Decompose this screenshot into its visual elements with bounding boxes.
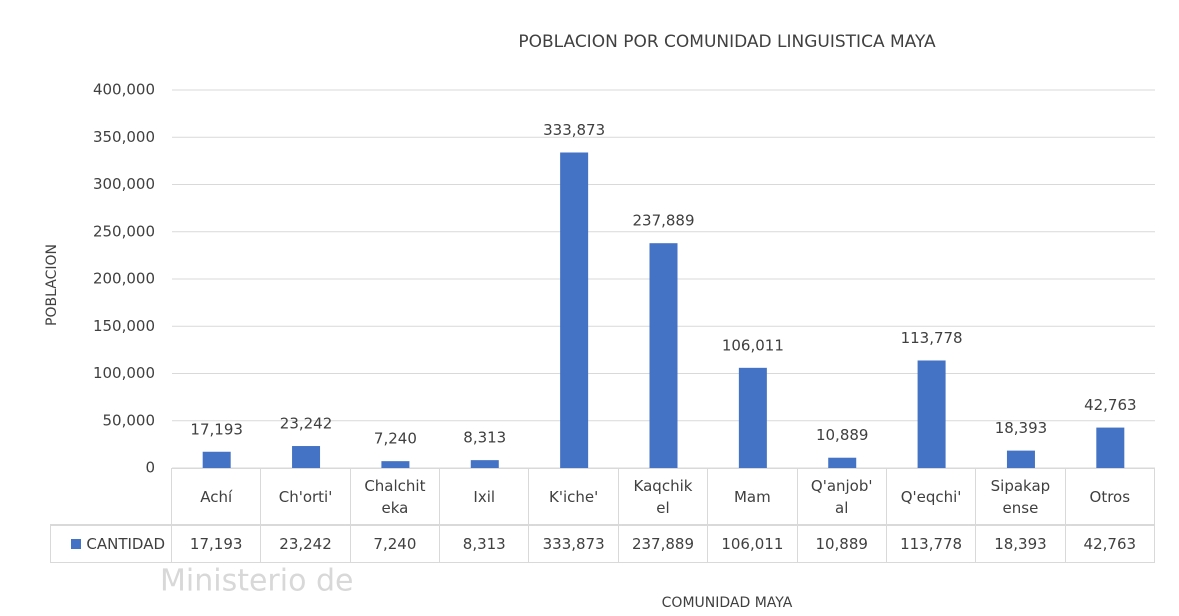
y-axis-label: POBLACION xyxy=(44,244,60,326)
y-tick-label: 300,000 xyxy=(93,175,155,193)
category-cell: Ixil xyxy=(440,468,530,525)
data-label: 106,011 xyxy=(722,336,784,354)
y-tick-label: 150,000 xyxy=(93,317,155,335)
table-value: 237,889 xyxy=(618,525,709,563)
data-label: 10,889 xyxy=(816,426,869,444)
bar xyxy=(381,461,410,468)
table-value-text: 18,393 xyxy=(994,535,1047,553)
bar xyxy=(828,457,857,468)
category-cell: Sipakapense xyxy=(976,468,1066,525)
data-label: 42,763 xyxy=(1084,396,1137,414)
bar xyxy=(202,451,231,468)
y-tick-label: 200,000 xyxy=(93,270,155,288)
category-cell: Q'eqchi' xyxy=(886,468,977,525)
category-cell: Chalchiteka xyxy=(350,468,441,525)
table-value: 23,242 xyxy=(261,525,351,563)
bar xyxy=(470,460,499,468)
table-value-text: 113,778 xyxy=(900,535,963,553)
y-tick-label: 250,000 xyxy=(93,222,155,240)
chart-title: POBLACION POR COMUNIDAD LINGUISTICA MAYA xyxy=(518,32,936,52)
table-value: 10,889 xyxy=(797,525,887,563)
category-cell-text: Ch'orti' xyxy=(278,487,333,506)
bar xyxy=(560,152,589,468)
bar xyxy=(1006,450,1035,468)
category-cell: Kaqchikel xyxy=(618,468,709,525)
category-cell: K'iche' xyxy=(529,468,619,525)
table-value-text: 237,889 xyxy=(631,535,694,553)
legend-swatch xyxy=(71,539,82,549)
table-value: 113,778 xyxy=(886,525,977,563)
category-cell: Mam xyxy=(708,468,798,525)
table-value-text: 106,011 xyxy=(721,535,784,553)
data-label: 17,193 xyxy=(190,420,243,438)
category-cell-text: Chalchiteka xyxy=(364,476,426,517)
y-tick-label: 0 xyxy=(145,459,155,477)
x-axis-label: COMUNIDAD MAYA xyxy=(662,595,793,611)
category-cell-text: Kaqchikel xyxy=(633,476,693,517)
category-cell-text: Sipakapense xyxy=(990,476,1051,517)
data-label: 333,873 xyxy=(543,121,605,139)
category-cell-text: Q'anjob'al xyxy=(810,476,873,517)
data-label: 23,242 xyxy=(280,415,333,433)
table-value: 42,763 xyxy=(1065,525,1155,563)
category-cell-text: Q'eqchi' xyxy=(900,487,962,506)
category-cell-text: K'iche' xyxy=(549,487,599,506)
table-value: 333,873 xyxy=(529,525,619,563)
category-cell-text: Otros xyxy=(1089,487,1131,506)
table-value-text: 17,193 xyxy=(189,535,243,553)
category-cell: Otros xyxy=(1065,468,1155,525)
table-value-text: 42,763 xyxy=(1083,535,1137,553)
bar xyxy=(1096,427,1125,468)
y-tick-label: 50,000 xyxy=(103,411,156,429)
data-label: 18,393 xyxy=(995,419,1048,437)
table-value: 18,393 xyxy=(976,525,1066,563)
y-tick-label: 350,000 xyxy=(93,128,155,146)
y-tick-label: 100,000 xyxy=(93,364,155,382)
table-corner xyxy=(50,468,172,525)
table-value: 7,240 xyxy=(350,525,441,563)
table-value-text: 333,873 xyxy=(542,535,605,553)
category-cell: Q'anjob'al xyxy=(797,468,887,525)
data-label: 237,889 xyxy=(632,212,694,230)
category-cell-text: Achí xyxy=(200,487,233,506)
data-label: 113,778 xyxy=(901,329,963,347)
bar xyxy=(649,243,678,468)
category-cell: Achí xyxy=(172,468,262,525)
y-tick-label: 400,000 xyxy=(93,81,155,99)
data-label: 7,240 xyxy=(374,430,417,448)
category-cell-text: Ixil xyxy=(473,487,496,506)
table-value-text: 8,313 xyxy=(462,535,506,553)
category-cell: Ch'orti' xyxy=(261,468,351,525)
table-value-text: 10,889 xyxy=(815,535,868,553)
table-value-text: 7,240 xyxy=(373,535,417,553)
legend-cell: CANTIDAD xyxy=(50,525,172,563)
category-cell-text: Mam xyxy=(733,487,771,506)
watermark: Ministerio de xyxy=(160,564,353,599)
data-label: 8,313 xyxy=(463,429,506,447)
table-value: 8,313 xyxy=(440,525,530,563)
table-value: 17,193 xyxy=(172,525,262,563)
bar xyxy=(917,360,946,468)
table-value: 106,011 xyxy=(708,525,798,563)
legend-cell-text: CANTIDAD xyxy=(86,535,165,553)
bar xyxy=(738,367,767,468)
bar xyxy=(292,446,321,468)
table-value-text: 23,242 xyxy=(279,535,332,553)
